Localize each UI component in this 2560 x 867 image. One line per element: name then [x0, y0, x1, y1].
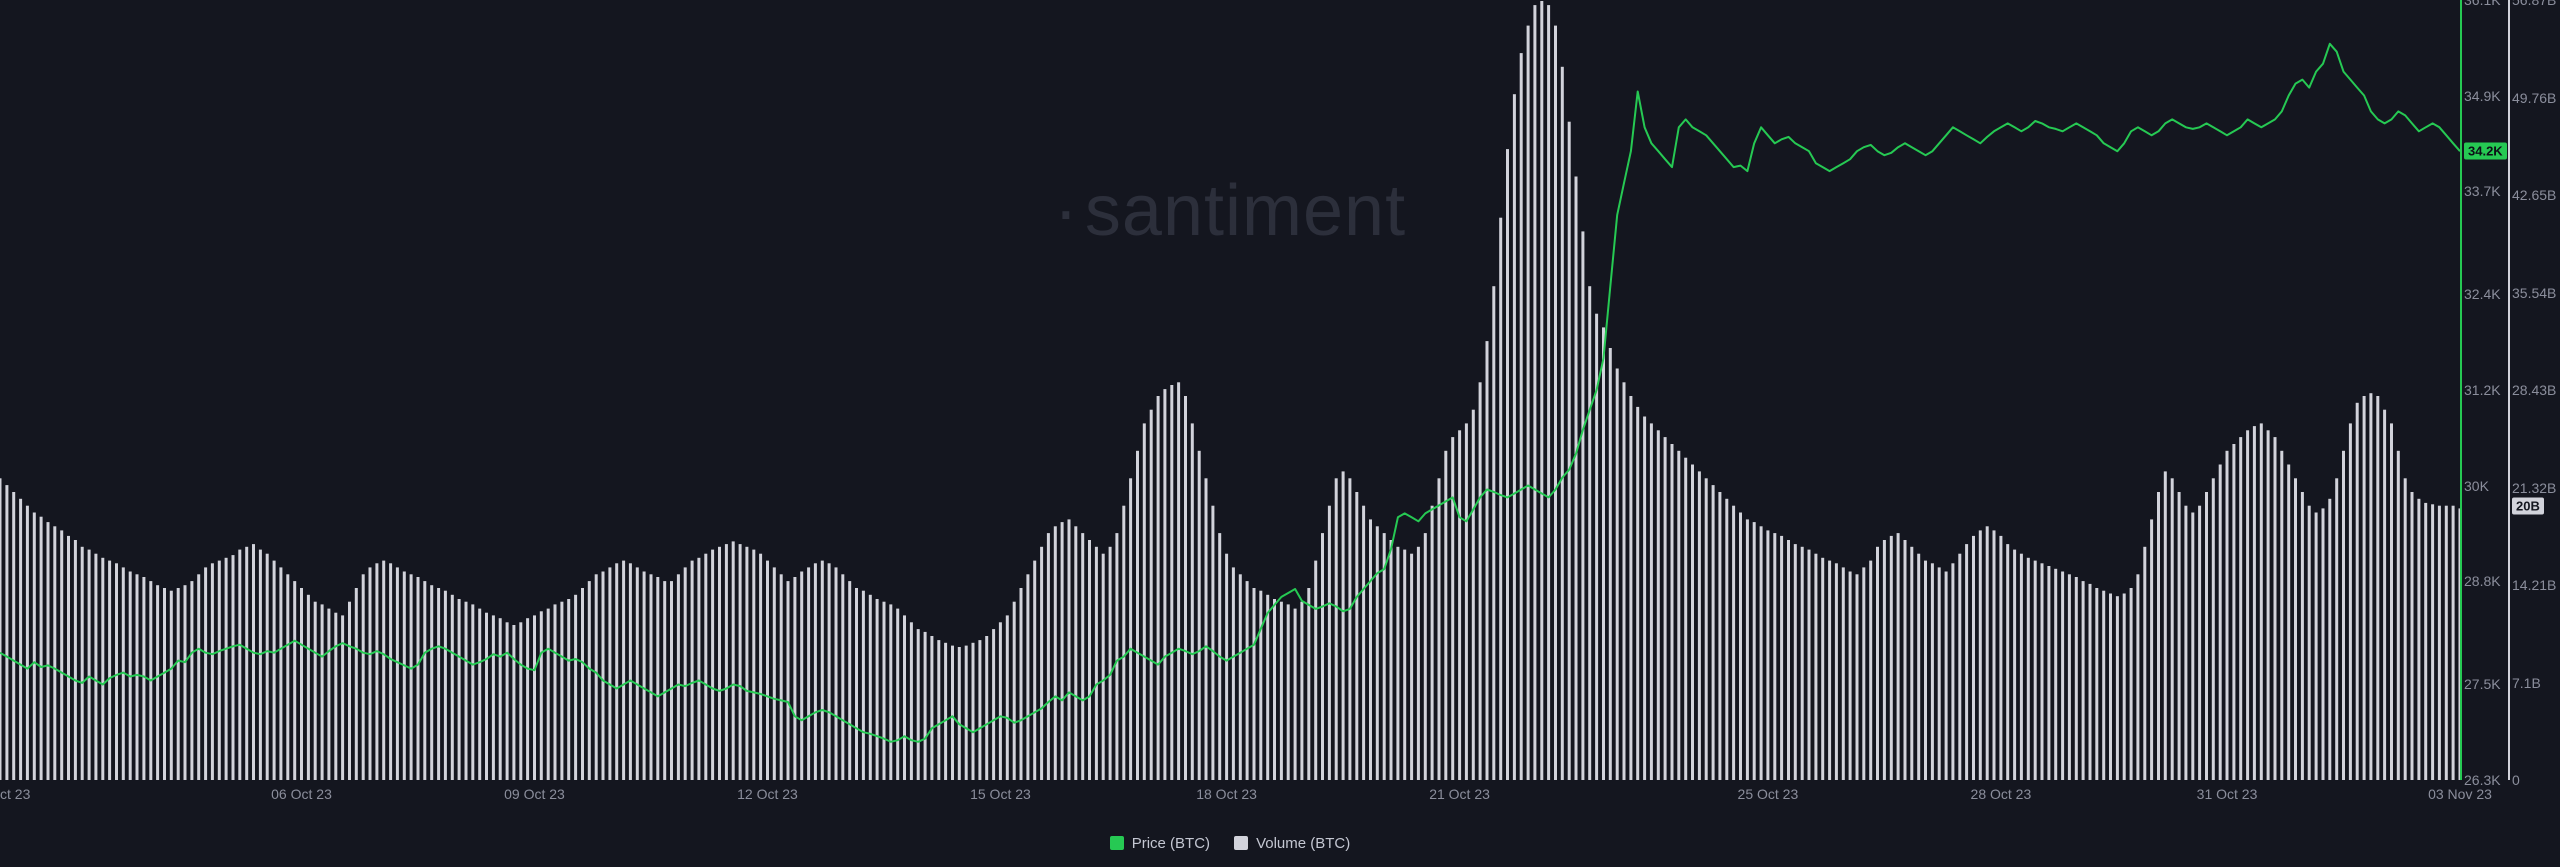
legend-label-volume: Volume (BTC): [1256, 835, 1350, 852]
x-tick: 06 Oct 23: [271, 786, 332, 802]
chart-container: santiment 26.3K27.5K28.8K30K31.2K32.4K33…: [0, 0, 2560, 867]
y-axis-right: 26.3K27.5K28.8K30K31.2K32.4K33.7K34.9K36…: [2460, 0, 2560, 780]
legend-item-volume[interactable]: Volume (BTC): [1234, 835, 1350, 852]
price-axis-line: [2460, 0, 2462, 780]
volume-tick: 0: [2512, 772, 2520, 788]
price-tick: 34.9K: [2464, 88, 2501, 104]
price-line: [0, 0, 2460, 780]
volume-tick: 7.1B: [2512, 675, 2541, 691]
x-axis: 02 Oct 23 06 Oct 23 09 Oct 23 12 Oct 23 15 O…: [0, 782, 2460, 812]
x-tick: 02 Oct 23: [0, 786, 30, 802]
price-tick: 30K: [2464, 478, 2489, 494]
legend: Price (BTC) Volume (BTC): [0, 828, 2460, 858]
x-tick: 25 Oct 23: [1738, 786, 1799, 802]
x-tick: 12 Oct 23: [737, 786, 798, 802]
price-current-marker: 34.2K: [2464, 143, 2507, 160]
x-tick: 21 Oct 23: [1429, 786, 1490, 802]
volume-axis-line: [2508, 0, 2510, 780]
x-tick: 09 Oct 23: [504, 786, 565, 802]
legend-swatch-volume: [1234, 836, 1248, 850]
volume-tick: 42.65B: [2512, 187, 2556, 203]
price-tick: 31.2K: [2464, 382, 2501, 398]
price-tick: 28.8K: [2464, 573, 2501, 589]
plot-area[interactable]: santiment: [0, 0, 2460, 780]
volume-tick: 28.43B: [2512, 382, 2556, 398]
price-tick: 36.1K: [2464, 0, 2501, 8]
x-tick: 31 Oct 23: [2197, 786, 2258, 802]
volume-tick: 14.21B: [2512, 577, 2556, 593]
x-tick: 18 Oct 23: [1196, 786, 1257, 802]
x-tick: 15 Oct 23: [970, 786, 1031, 802]
volume-tick: 56.87B: [2512, 0, 2556, 8]
x-tick: 03 Nov 23: [2428, 786, 2492, 802]
price-tick: 32.4K: [2464, 286, 2501, 302]
volume-current-marker: 20B: [2512, 497, 2544, 514]
price-tick: 33.7K: [2464, 183, 2501, 199]
volume-tick: 21.32B: [2512, 480, 2556, 496]
volume-tick: 35.54B: [2512, 285, 2556, 301]
legend-item-price[interactable]: Price (BTC): [1110, 835, 1210, 852]
volume-tick: 49.76B: [2512, 90, 2556, 106]
x-tick: 28 Oct 23: [1971, 786, 2032, 802]
legend-label-price: Price (BTC): [1132, 835, 1210, 852]
price-tick: 27.5K: [2464, 676, 2501, 692]
legend-swatch-price: [1110, 836, 1124, 850]
